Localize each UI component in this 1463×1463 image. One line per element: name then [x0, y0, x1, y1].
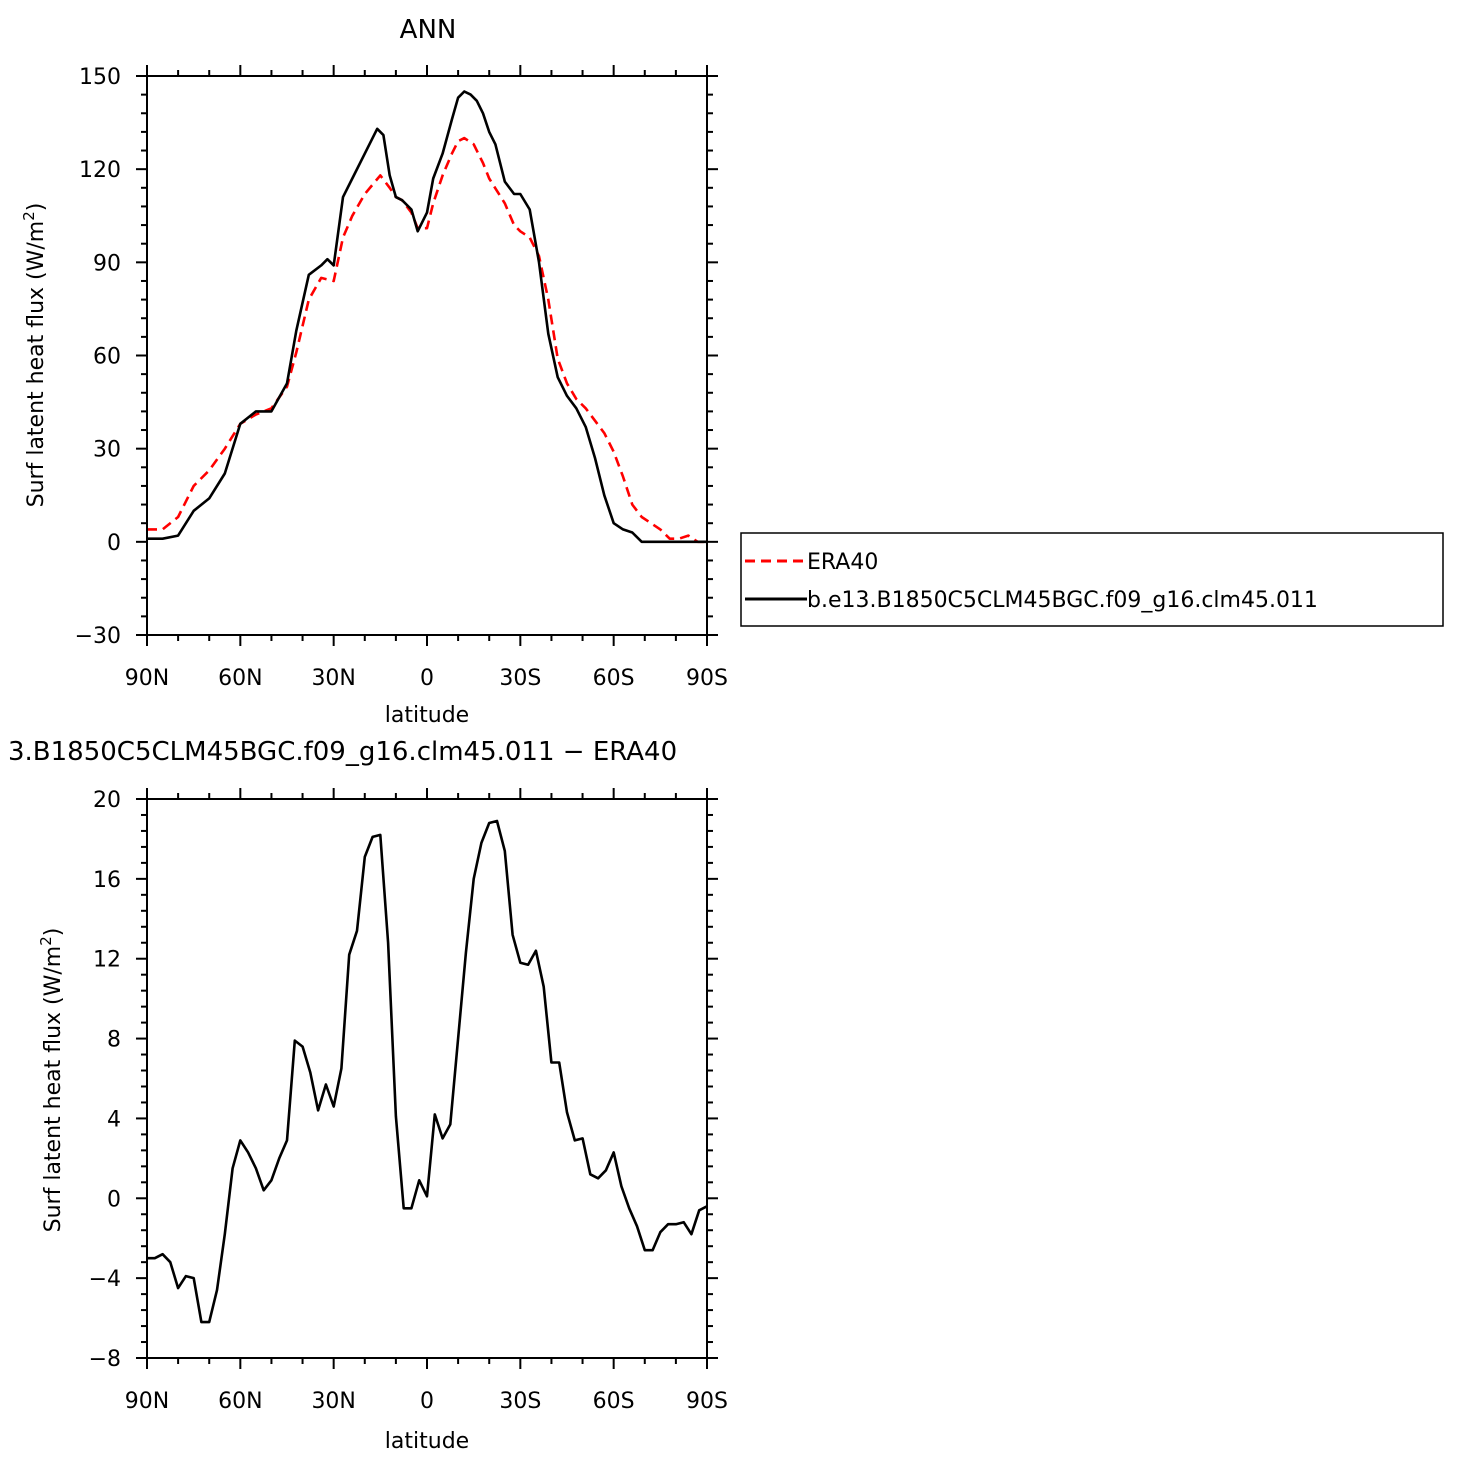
plot-frame: [146, 75, 708, 636]
x-tick-label: 30S: [499, 666, 541, 691]
x-tick-label: 90N: [125, 1389, 169, 1414]
svg-text:Surf latent heat flux (W/m2): Surf latent heat flux (W/m2): [37, 928, 66, 1233]
legend: ERA40 b.e13.B1850C5CLM45BGC.f09_g16.clm4…: [740, 532, 1444, 627]
y-tick-label: 20: [93, 788, 121, 813]
panel-title: ANN: [400, 15, 457, 45]
legend-entry-model: b.e13.B1850C5CLM45BGC.f09_g16.clm45.011: [745, 588, 1318, 613]
y-tick-label: 150: [79, 65, 121, 90]
y-tick-label: 30: [93, 438, 121, 463]
x-tick-label: 0: [420, 666, 434, 691]
legend-label-model: b.e13.B1850C5CLM45BGC.f09_g16.clm45.011: [807, 588, 1318, 613]
y-tick-label: 0: [107, 1187, 121, 1212]
series-line-difference: [147, 819, 707, 1324]
x-tick-label: 90N: [125, 666, 169, 691]
x-tick-label: 90S: [686, 1389, 728, 1414]
y-tick-label: 60: [93, 345, 121, 370]
series-line-era40: [147, 136, 707, 544]
y-tick-label: 8: [107, 1028, 121, 1053]
y-tick-label: 12: [93, 948, 121, 973]
y-tick-label: 0: [107, 531, 121, 556]
panel-annual-latent-heat-flux: ANN Surf latent heat flux (W/m2) latitud…: [20, 15, 728, 728]
x-tick-label: 90S: [686, 666, 728, 691]
x-axis-label: latitude: [385, 703, 469, 728]
series-line-model: [147, 90, 707, 544]
x-tick-label: 30N: [311, 1389, 355, 1414]
x-tick-label: 30N: [311, 666, 355, 691]
x-tick-label: 60N: [218, 1389, 262, 1414]
svg-text:Surf latent heat flux (W/m2): Surf latent heat flux (W/m2): [20, 203, 49, 508]
x-tick-label: 30S: [499, 1389, 541, 1414]
x-tick-label: 0: [420, 1389, 434, 1414]
legend-entry-era40: ERA40: [745, 550, 878, 575]
plot-area: 90N 60N 30N 0 30S 60S 90S −8 −4 0 4 8 12 16 20: [89, 788, 728, 1414]
y-axis-label: Surf latent heat flux (W/m2): [37, 928, 66, 1233]
x-tick-label: 60N: [218, 666, 262, 691]
y-tick-label: 120: [79, 158, 121, 183]
plot-frame: [146, 798, 708, 1359]
y-tick-label: 4: [107, 1107, 121, 1132]
y-tick-label: 16: [93, 868, 121, 893]
y-axis-label: Surf latent heat flux (W/m2): [20, 203, 49, 508]
plot-area: 90N 60N 30N 0 30S 60S 90S −30 0 30 60 90 120 150: [75, 65, 728, 691]
legend-box: [740, 532, 1444, 627]
y-tick-label: −4: [89, 1267, 121, 1292]
legend-label-era40: ERA40: [807, 550, 878, 575]
x-tick-label: 60S: [593, 1389, 635, 1414]
panel-title: 3.B1850C5CLM45BGC.f09_g16.clm45.011 − ER…: [8, 737, 677, 767]
y-tick-label: 90: [93, 251, 121, 276]
y-tick-label: −8: [89, 1347, 121, 1372]
panel-model-minus-era40-difference: 3.B1850C5CLM45BGC.f09_g16.clm45.011 − ER…: [8, 737, 728, 1454]
x-axis-label: latitude: [385, 1429, 469, 1454]
x-tick-label: 60S: [593, 666, 635, 691]
y-tick-label: −30: [75, 624, 121, 649]
